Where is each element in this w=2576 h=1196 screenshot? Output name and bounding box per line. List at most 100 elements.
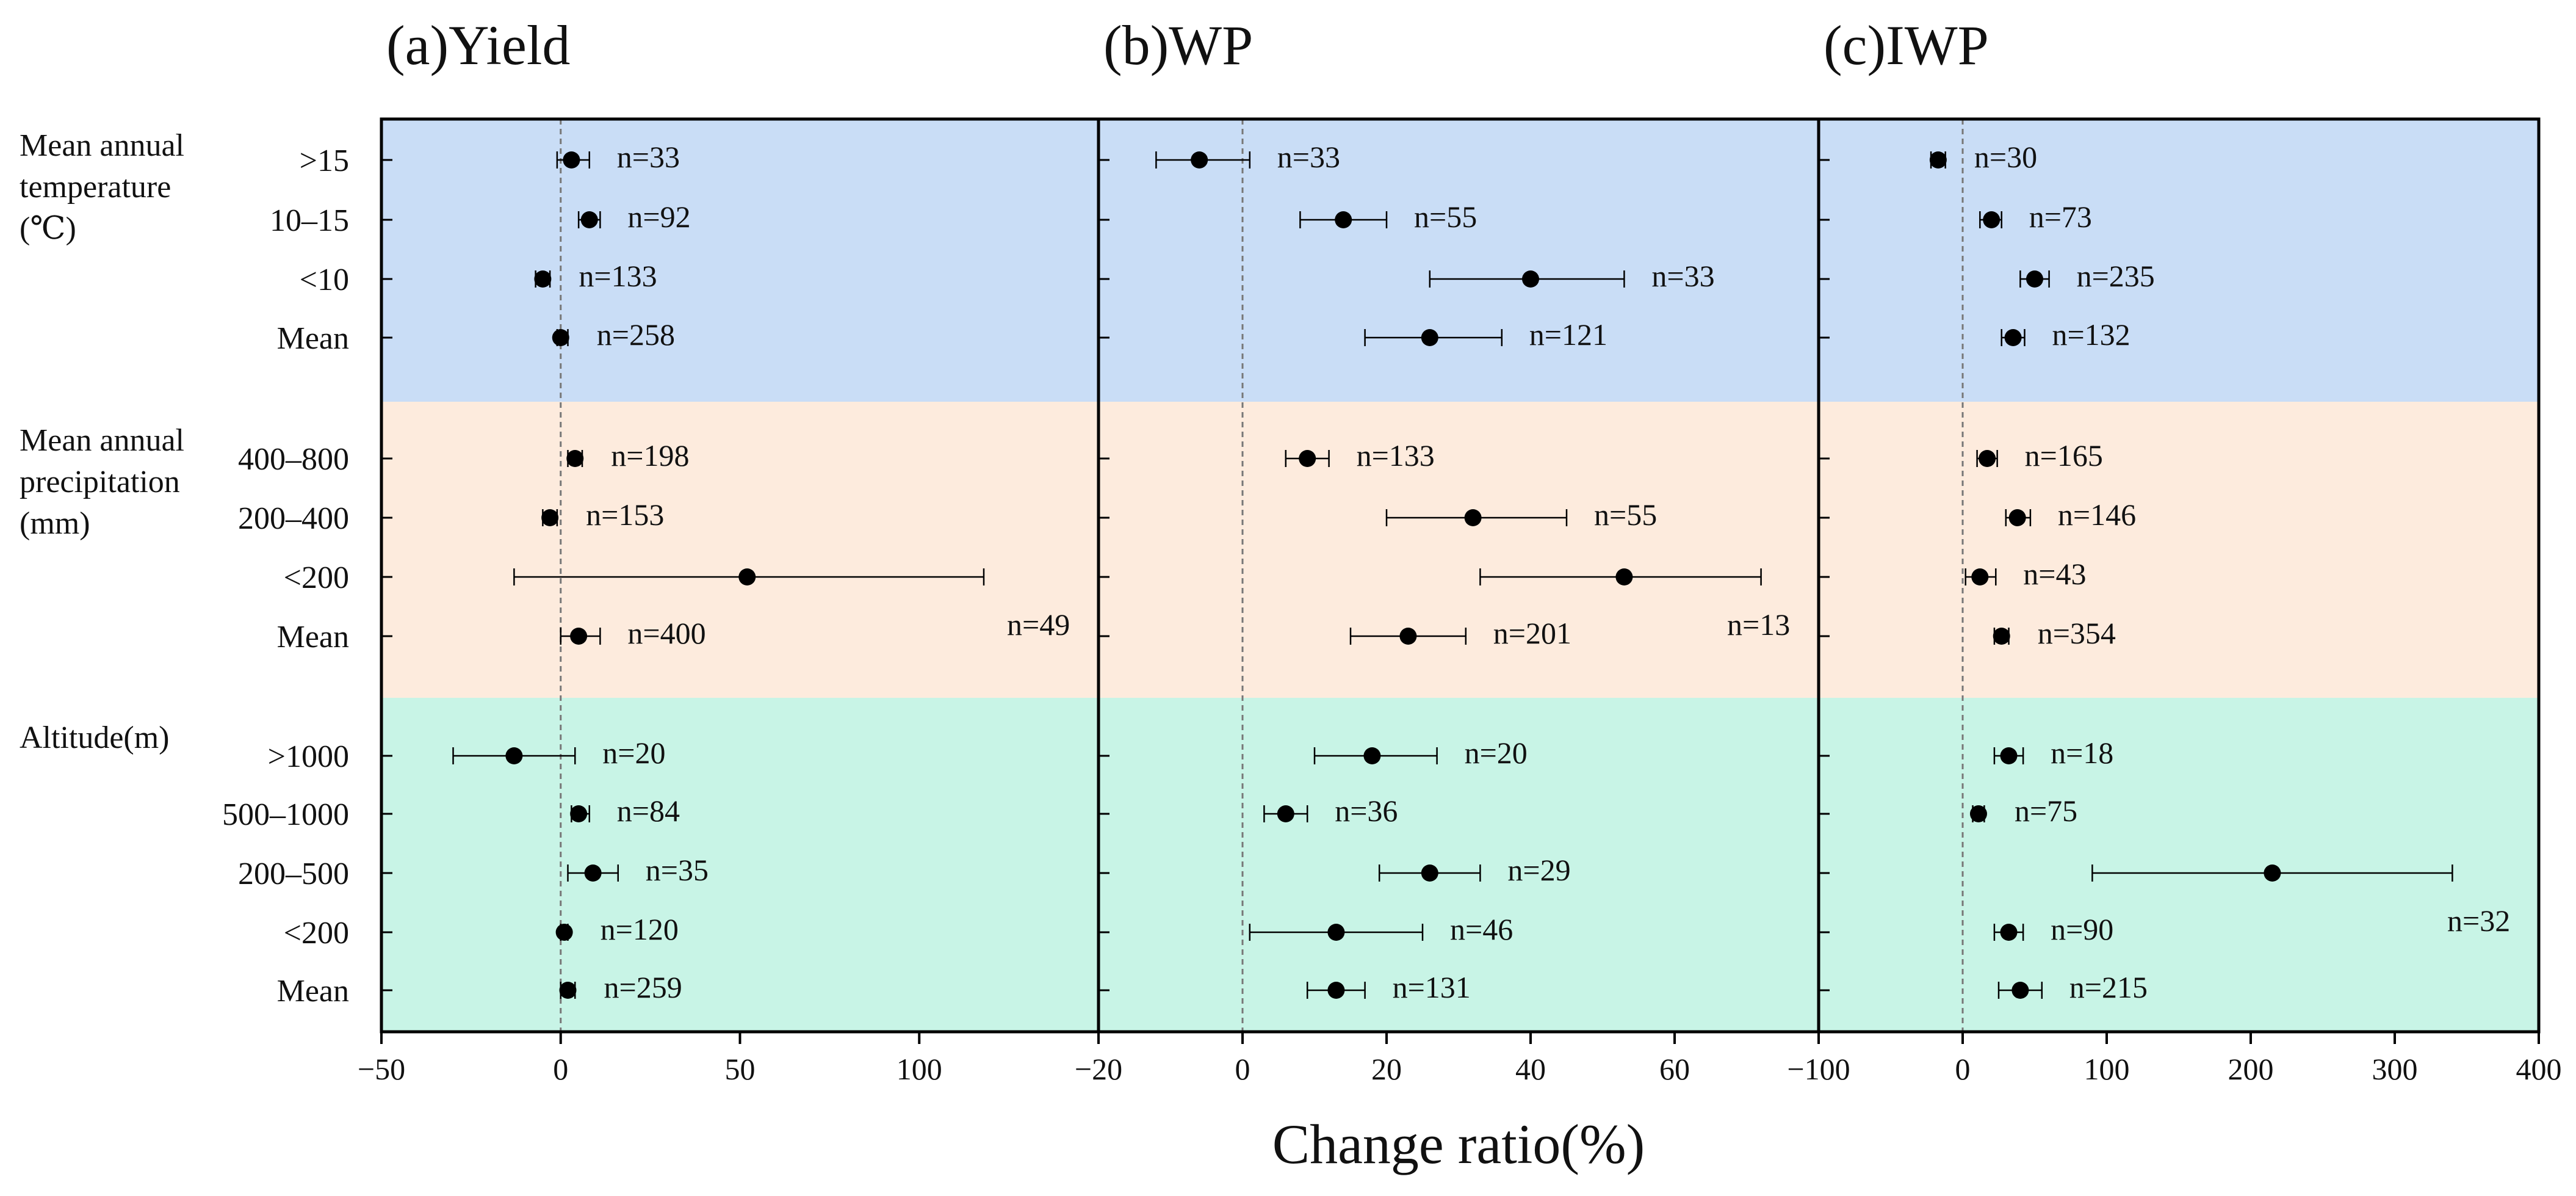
category-label: <10: [300, 263, 349, 297]
sample-size-label: n=259: [604, 970, 682, 1004]
sample-size-label: n=20: [602, 736, 665, 770]
data-point: [534, 270, 552, 288]
x-tick-label: −20: [1075, 1052, 1122, 1086]
sample-size-label: n=153: [586, 498, 664, 532]
band-1: [381, 402, 2539, 698]
category-label: Mean: [277, 974, 349, 1009]
sample-size-label: n=43: [2023, 557, 2086, 591]
data-point: [1464, 509, 1482, 526]
x-tick-label: 20: [1371, 1052, 1402, 1086]
panel-0: (a)Yield −50 0 50 100 n=33 n=92 n=133 n=258 n=198…: [358, 14, 1100, 1086]
data-point: [2000, 924, 2018, 941]
sample-size-label: n=33: [1277, 140, 1340, 174]
data-point: [2008, 509, 2026, 526]
group-label: Mean annual: [20, 128, 184, 163]
x-tick-label: 40: [1515, 1052, 1546, 1086]
data-point: [505, 747, 523, 764]
panel-title: (b)WP: [1103, 14, 1253, 76]
sample-size-label: n=55: [1594, 498, 1657, 532]
group-label: (mm): [20, 506, 90, 541]
panel-frame: [1817, 117, 2541, 1034]
sample-size-label: n=33: [1651, 259, 1714, 293]
data-point: [570, 628, 588, 645]
band-0: [381, 119, 2539, 402]
data-point: [1615, 568, 1633, 585]
data-point: [1335, 211, 1352, 228]
group-bands: [381, 119, 2539, 1032]
category-label: 500–1000: [222, 797, 349, 832]
sample-size-label: n=92: [627, 200, 690, 234]
category-label: Mean: [277, 620, 349, 654]
x-tick-label: 50: [725, 1052, 756, 1086]
data-point: [580, 211, 598, 228]
data-point: [2026, 270, 2043, 288]
sample-size-label: n=32: [2447, 904, 2510, 938]
data-point: [566, 450, 584, 467]
category-label: 10–15: [270, 203, 349, 238]
data-point: [1277, 805, 1294, 822]
sample-size-label: n=165: [2025, 438, 2103, 473]
group-label: (℃): [20, 211, 76, 246]
data-point: [563, 151, 580, 169]
x-tick-label: 400: [2516, 1052, 2562, 1086]
sample-size-label: n=132: [2052, 317, 2130, 352]
y-axis-labels: Mean annual temperature (℃) >15 10–15 <10 Mean…: [20, 128, 349, 1009]
x-tick-label: 0: [1235, 1052, 1250, 1086]
group-label: Altitude(m): [20, 720, 170, 755]
sample-size-label: n=49: [1007, 607, 1070, 642]
data-point: [738, 568, 756, 585]
data-point: [2004, 329, 2022, 346]
sample-size-label: n=120: [601, 912, 679, 946]
x-tick-label: 100: [897, 1052, 942, 1086]
data-point: [552, 329, 569, 346]
data-point: [2011, 982, 2029, 999]
panels: (a)Yield −50 0 50 100 n=33 n=92 n=133 n=258 n=198…: [358, 14, 2562, 1086]
sample-size-label: n=133: [579, 259, 657, 293]
sample-size-label: n=30: [1974, 140, 2037, 174]
sample-size-label: n=20: [1465, 736, 1528, 770]
category-label: <200: [284, 560, 349, 595]
sample-size-label: n=36: [1335, 794, 1398, 828]
category-label: 200–500: [238, 857, 349, 891]
sample-size-label: n=35: [646, 853, 709, 887]
data-point: [1327, 982, 1345, 999]
sample-size-label: n=198: [611, 438, 689, 473]
data-point: [1363, 747, 1381, 764]
sample-size-label: n=13: [1727, 607, 1790, 642]
sample-size-label: n=18: [2051, 736, 2113, 770]
sample-size-label: n=258: [597, 317, 675, 352]
x-axis-title: Change ratio(%): [1272, 1113, 1645, 1175]
x-tick-label: 300: [2372, 1052, 2418, 1086]
data-point: [555, 924, 573, 941]
sample-size-label: n=133: [1357, 438, 1435, 473]
x-tick-label: 200: [2228, 1052, 2274, 1086]
data-point: [1421, 864, 1438, 882]
data-point: [1929, 151, 1947, 169]
panel-2: (c)IWP −100 0 100 200 300 400 n=30 n=73 n=235 n=13…: [1787, 14, 2561, 1086]
panel-1: (b)WP −20 0 20 40 60 n=33 n=55 n=33 n=121 n=133 n=5…: [1075, 14, 1820, 1086]
sample-size-label: n=73: [2029, 200, 2092, 234]
data-point: [1983, 211, 2001, 228]
data-point: [2000, 747, 2018, 764]
data-point: [541, 509, 559, 526]
x-tick-label: 100: [2084, 1052, 2130, 1086]
category-label: >15: [300, 143, 349, 178]
sample-size-label: n=46: [1450, 912, 1513, 946]
sample-size-label: n=75: [2015, 794, 2077, 828]
sample-size-label: n=55: [1414, 200, 1477, 234]
sample-size-label: n=29: [1507, 853, 1570, 887]
sample-size-label: n=33: [617, 140, 680, 174]
sample-size-label: n=121: [1529, 317, 1607, 352]
x-tick-label: −50: [358, 1052, 405, 1086]
panel-title: (a)Yield: [386, 14, 570, 76]
sample-size-label: n=131: [1393, 970, 1471, 1004]
category-label: <200: [284, 916, 349, 951]
group-label: Mean annual: [20, 423, 184, 458]
sample-size-label: n=235: [2077, 259, 2155, 293]
data-point: [1399, 628, 1417, 645]
data-point: [1191, 151, 1208, 169]
x-tick-label: 60: [1659, 1052, 1690, 1086]
category-label: 400–800: [238, 442, 349, 477]
data-point: [1421, 329, 1438, 346]
